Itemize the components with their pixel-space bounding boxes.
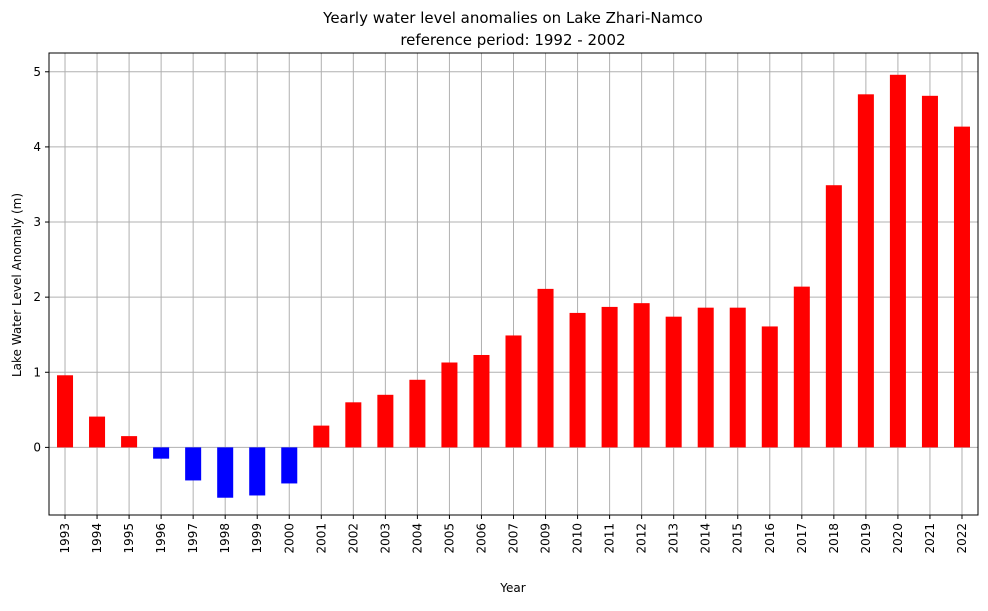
- bar-2015: [729, 307, 746, 448]
- bar-2016: [761, 326, 778, 448]
- x-tick-label: 1999: [250, 523, 264, 554]
- y-tick-label: 2: [33, 290, 41, 304]
- bar-2006: [473, 354, 490, 448]
- y-tick-label: 5: [33, 65, 41, 79]
- bar-2003: [377, 394, 394, 448]
- x-axis-label: Year: [499, 581, 525, 595]
- x-tick-label: 2019: [859, 523, 873, 554]
- x-tick-label: 1994: [90, 523, 104, 554]
- bar-2007: [505, 335, 522, 448]
- x-tick-label: 2003: [378, 523, 392, 554]
- x-tick-label: 2010: [571, 523, 585, 554]
- bar-2000: [281, 447, 298, 484]
- bar-1993: [57, 375, 74, 448]
- bar-2014: [697, 307, 714, 448]
- chart-title: Yearly water level anomalies on Lake Zha…: [322, 9, 703, 27]
- x-tick-label: 2012: [635, 523, 649, 554]
- x-tick-label: 2002: [346, 523, 360, 554]
- x-tick-label: 1997: [186, 523, 200, 554]
- bar-2009: [537, 288, 554, 448]
- x-tick-label: 2016: [763, 523, 777, 554]
- y-axis-label: Lake Water Level Anomaly (m): [10, 193, 24, 377]
- bar-2018: [825, 185, 842, 448]
- x-axis-ticks: 1993 1994 1995 1996 1997 1998 1999 2000 2001 2002…: [58, 515, 969, 554]
- bar-2021: [921, 95, 938, 448]
- bar-1997: [185, 447, 202, 481]
- bar-2005: [441, 362, 458, 448]
- x-tick-label: 1996: [154, 523, 168, 554]
- bar-1994: [89, 416, 106, 448]
- y-axis-ticks: 0 1 2 3 4 5: [33, 65, 49, 454]
- bar-2002: [345, 402, 362, 448]
- x-tick-label: 2015: [731, 523, 745, 554]
- x-tick-label: 2020: [891, 523, 905, 554]
- bar-2013: [665, 316, 682, 448]
- x-tick-label: 1998: [218, 523, 232, 554]
- x-tick-label: 2014: [699, 523, 713, 554]
- bar-1995: [121, 436, 138, 448]
- bar-1998: [217, 447, 234, 498]
- x-tick-label: 2018: [827, 523, 841, 554]
- bar-2012: [633, 303, 650, 448]
- x-tick-label: 2004: [410, 523, 424, 554]
- y-tick-label: 4: [33, 140, 41, 154]
- bar-1999: [249, 447, 266, 496]
- bar-2001: [313, 425, 330, 448]
- y-tick-label: 0: [33, 440, 41, 454]
- x-tick-label: 2022: [955, 523, 969, 554]
- x-tick-label: 2021: [923, 523, 937, 554]
- bar-2011: [601, 306, 618, 448]
- x-tick-label: 2006: [474, 523, 488, 554]
- bar-1996: [153, 447, 170, 459]
- bar-2022: [953, 126, 970, 448]
- x-tick-label: 2001: [314, 523, 328, 554]
- x-tick-label: 2005: [442, 523, 456, 554]
- bars: [57, 74, 970, 498]
- y-tick-label: 1: [33, 365, 41, 379]
- bar-2019: [857, 94, 874, 448]
- x-tick-label: 2011: [603, 523, 617, 554]
- y-tick-label: 3: [33, 215, 41, 229]
- x-tick-label: 1995: [122, 523, 136, 554]
- x-tick-label: 2017: [795, 523, 809, 554]
- plot-frame: [48, 52, 979, 516]
- chart-subtitle: reference period: 1992 - 2002: [400, 31, 625, 49]
- bar-2004: [409, 379, 426, 448]
- x-tick-label: 1993: [58, 523, 72, 554]
- x-tick-label: 2000: [282, 523, 296, 554]
- bar-2010: [569, 312, 586, 448]
- x-tick-label: 2007: [507, 523, 521, 554]
- x-tick-label: 2013: [667, 523, 681, 554]
- x-tick-label: 2009: [539, 523, 553, 554]
- bar-2020: [889, 74, 906, 448]
- bar-2017: [793, 286, 810, 448]
